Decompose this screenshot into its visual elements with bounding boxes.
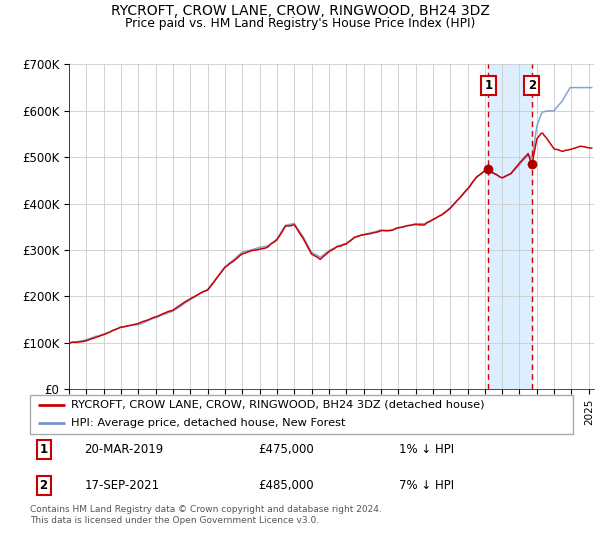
Text: HPI: Average price, detached house, New Forest: HPI: Average price, detached house, New … — [71, 418, 345, 428]
Text: Contains HM Land Registry data © Crown copyright and database right 2024.
This d: Contains HM Land Registry data © Crown c… — [30, 505, 382, 525]
Text: 1% ↓ HPI: 1% ↓ HPI — [399, 443, 454, 456]
Text: 2: 2 — [40, 479, 47, 492]
Text: 20-MAR-2019: 20-MAR-2019 — [85, 443, 164, 456]
Text: £475,000: £475,000 — [258, 443, 314, 456]
Text: £485,000: £485,000 — [258, 479, 314, 492]
FancyBboxPatch shape — [30, 395, 573, 434]
Text: 1: 1 — [40, 443, 47, 456]
Bar — [488, 64, 532, 389]
Text: Price paid vs. HM Land Registry's House Price Index (HPI): Price paid vs. HM Land Registry's House … — [125, 17, 475, 30]
Text: 1: 1 — [484, 79, 493, 92]
Text: 17-SEP-2021: 17-SEP-2021 — [85, 479, 160, 492]
Text: RYCROFT, CROW LANE, CROW, RINGWOOD, BH24 3DZ (detached house): RYCROFT, CROW LANE, CROW, RINGWOOD, BH24… — [71, 400, 484, 409]
Text: 7% ↓ HPI: 7% ↓ HPI — [399, 479, 454, 492]
Text: 2: 2 — [528, 79, 536, 92]
Text: RYCROFT, CROW LANE, CROW, RINGWOOD, BH24 3DZ: RYCROFT, CROW LANE, CROW, RINGWOOD, BH24… — [110, 4, 490, 18]
